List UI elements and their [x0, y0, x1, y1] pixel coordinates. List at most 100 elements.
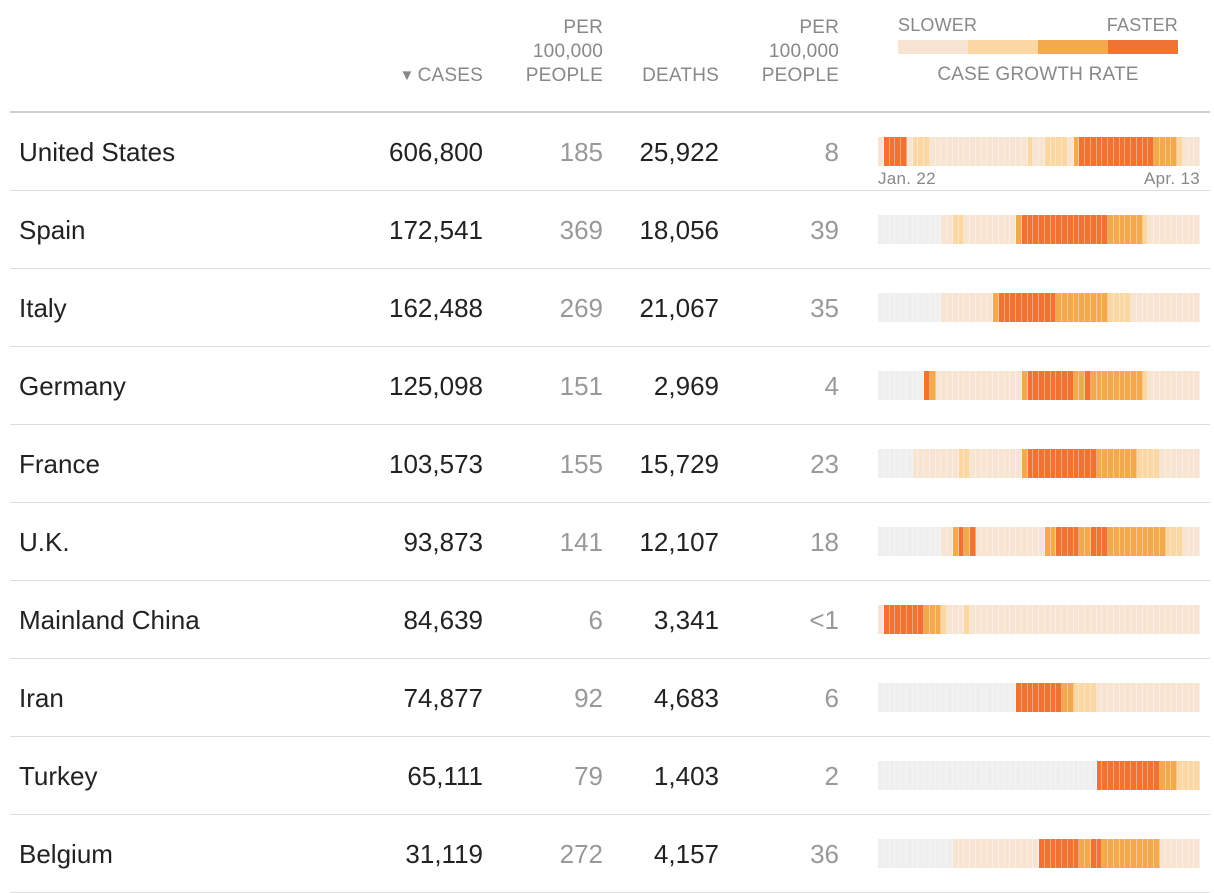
growth-day-cell [906, 137, 913, 166]
cases-column-header[interactable]: ▼ CASES [400, 64, 483, 89]
growth-day-cell [1004, 527, 1011, 556]
growth-day-cell [912, 371, 919, 400]
growth-day-cell [1113, 761, 1120, 790]
cases-per-100k-column-header[interactable]: PER 100,000 PEOPLE [483, 16, 603, 88]
growth-day-cell [1177, 215, 1183, 244]
growth-day-cell [981, 371, 988, 400]
growth-day-cell [1136, 527, 1143, 556]
growth-rate-strip [878, 761, 1200, 790]
deaths-value: 21,067 [639, 293, 719, 323]
growth-day-cell [918, 761, 924, 790]
growth-day-cell [1096, 839, 1103, 868]
growth-day-cell [878, 371, 884, 400]
growth-day-cell [1090, 293, 1097, 322]
growth-day-cell [1016, 761, 1022, 790]
growth-day-cell [998, 683, 1005, 712]
growth-day-cell [947, 839, 953, 868]
growth-day-cell [1004, 449, 1011, 478]
growth-day-cell [1085, 293, 1091, 322]
growth-day-cell [883, 449, 890, 478]
growth-day-cell [901, 293, 907, 322]
growth-rate-strip [878, 683, 1200, 712]
growth-day-cell [878, 605, 884, 634]
growth-day-cell [987, 683, 993, 712]
table-row[interactable]: Spain 172,541 369 18,056 39 [10, 191, 1210, 269]
growth-day-cell [1113, 605, 1120, 634]
growth-day-cell [1079, 605, 1085, 634]
table-row[interactable]: France 103,573 155 15,729 23 [10, 425, 1210, 503]
growth-day-cell [1177, 605, 1183, 634]
growth-day-cell [935, 761, 942, 790]
growth-day-cell [1010, 527, 1016, 556]
growth-day-cell [1136, 293, 1143, 322]
growth-day-cell [1085, 527, 1091, 556]
growth-day-cell [883, 293, 890, 322]
growth-day-cell [1050, 683, 1057, 712]
growth-day-cell [975, 839, 982, 868]
deaths-per-100k-value: 8 [824, 137, 839, 167]
table-row[interactable]: U.K. 93,873 141 12,107 18 [10, 503, 1210, 581]
growth-day-cell [947, 449, 953, 478]
growth-day-cell [1079, 293, 1085, 322]
growth-day-cell [1067, 683, 1074, 712]
growth-day-cell [912, 215, 919, 244]
growth-day-cell [1102, 449, 1108, 478]
table-row[interactable]: United States 606,800 185 25,922 8 Jan. 22 Apr… [10, 113, 1210, 191]
growth-day-cell [901, 371, 907, 400]
growth-day-cell [1021, 371, 1028, 400]
country-table-body: United States 606,800 185 25,922 8 Jan. 22 Apr… [10, 113, 1210, 893]
growth-day-cell [987, 215, 993, 244]
table-row[interactable]: Italy 162,488 269 21,067 35 [10, 269, 1210, 347]
deaths-per-100k-column-header[interactable]: PER 100,000 PEOPLE [719, 16, 839, 88]
growth-day-cell [941, 761, 947, 790]
growth-day-cell [1027, 449, 1034, 478]
growth-day-cell [878, 215, 884, 244]
growth-day-cell [1136, 839, 1143, 868]
table-row[interactable]: Belgium 31,119 272 4,157 36 [10, 815, 1210, 893]
deaths-value: 25,922 [639, 137, 719, 167]
growth-day-cell [1154, 449, 1160, 478]
growth-day-cell [1027, 527, 1034, 556]
growth-day-cell [1131, 839, 1137, 868]
growth-day-cell [947, 371, 953, 400]
growth-day-cell [1131, 293, 1137, 322]
growth-day-cell [1142, 839, 1149, 868]
table-row[interactable]: Germany 125,098 151 2,969 4 [10, 347, 1210, 425]
growth-day-cell [1125, 215, 1131, 244]
growth-day-cell [1090, 215, 1097, 244]
growth-day-cell [901, 215, 907, 244]
growth-day-cell [981, 527, 988, 556]
growth-day-cell [1102, 683, 1108, 712]
growth-day-cell [1154, 761, 1160, 790]
growth-day-cell [1021, 215, 1028, 244]
growth-day-cell [1131, 449, 1137, 478]
country-name: U.K. [19, 527, 70, 557]
growth-day-cell [889, 605, 896, 634]
per-number-label: 100,000 [532, 41, 603, 62]
growth-day-cell [1102, 371, 1108, 400]
growth-day-cell [1033, 839, 1039, 868]
growth-day-cell [1056, 605, 1062, 634]
growth-day-cell [901, 683, 907, 712]
table-row[interactable]: Mainland China 84,639 6 3,341 <1 [10, 581, 1210, 659]
growth-day-cell [889, 683, 896, 712]
growth-day-cell [1073, 137, 1080, 166]
growth-day-cell [1154, 527, 1160, 556]
table-row[interactable]: Turkey 65,111 79 1,403 2 [10, 737, 1210, 815]
growth-day-cell [1108, 605, 1114, 634]
growth-day-cell [1113, 371, 1120, 400]
cases-value: 103,573 [389, 449, 483, 479]
growth-day-cell [1090, 683, 1097, 712]
growth-day-cell [970, 137, 976, 166]
per-label: PER [563, 17, 603, 38]
growth-day-cell [924, 293, 930, 322]
growth-day-cell [1073, 683, 1080, 712]
table-row[interactable]: Iran 74,877 92 4,683 6 [10, 659, 1210, 737]
growth-day-cell [1142, 761, 1149, 790]
country-name: United States [19, 137, 176, 167]
growth-day-cell [1177, 839, 1183, 868]
growth-day-cell [1154, 839, 1160, 868]
country-name: Turkey [19, 761, 98, 791]
deaths-column-header[interactable]: DEATHS [642, 64, 719, 88]
growth-day-cell [981, 449, 988, 478]
